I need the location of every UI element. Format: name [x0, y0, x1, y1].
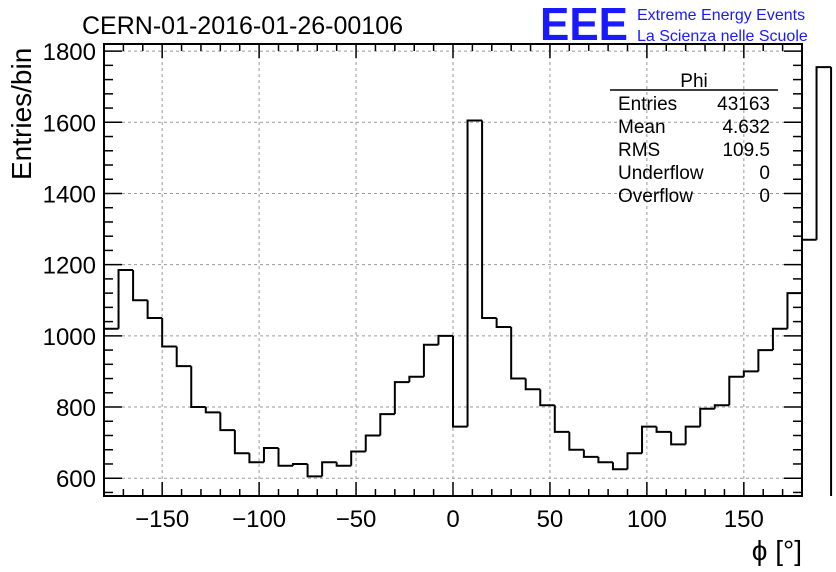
histogram-bin — [611, 462, 628, 471]
stats-rows: Entries 43163 Mean 4.632 RMS 109.5 Underflow 0 O… — [618, 94, 770, 207]
histogram-bin — [786, 292, 802, 329]
y-tick-label: 1000 — [43, 324, 96, 351]
eee-logo: EEE Extreme Energy Events La Scienza nel… — [540, 0, 808, 50]
logo-line-1: Extreme Energy Events — [637, 7, 805, 24]
histogram-bin — [452, 335, 468, 428]
histogram-bin — [292, 462, 308, 466]
histogram-bin — [422, 343, 439, 377]
histogram-bin — [364, 434, 381, 452]
grid-lines — [104, 44, 802, 496]
x-tick-label: −50 — [336, 506, 377, 533]
histogram-bin — [103, 327, 119, 496]
stats-row-label: Overflow — [618, 186, 693, 207]
histogram-bin — [597, 456, 613, 464]
histogram-bin — [524, 378, 541, 391]
histogram-bin — [728, 375, 744, 406]
histogram-bin — [321, 461, 337, 477]
histogram-bin — [132, 270, 148, 302]
histogram-bin — [670, 431, 686, 446]
x-tick-label: 100 — [627, 506, 667, 533]
logo-mark: EEE — [540, 0, 628, 50]
histogram-bin — [655, 426, 672, 433]
histogram-bin — [568, 431, 584, 451]
histogram-bin — [495, 318, 512, 328]
histogram-bin — [161, 318, 177, 348]
histogram-bin — [146, 300, 163, 320]
histogram-bin — [306, 463, 323, 478]
logo-line-2: La Scienza nelle Scuole — [637, 28, 808, 45]
histogram-bin — [801, 238, 817, 294]
histogram-bin — [335, 462, 352, 467]
histogram-bin — [466, 119, 483, 427]
histogram-bin — [393, 381, 410, 415]
histogram-bin — [757, 349, 773, 372]
stats-row-value: 0 — [759, 163, 770, 184]
histogram-bin — [641, 425, 657, 454]
histogram-bin — [175, 346, 192, 368]
histogram-bin — [233, 430, 250, 455]
histogram-bin — [699, 407, 715, 427]
y-tick-label: 1600 — [43, 110, 96, 137]
histogram-bin — [481, 120, 497, 320]
histogram-bin — [350, 450, 366, 466]
histogram-bin — [684, 425, 701, 445]
y-tick-label: 1800 — [43, 39, 96, 66]
histogram-bin — [510, 326, 526, 380]
stats-row-value: 4.632 — [722, 117, 770, 138]
stats-row-value: 0 — [759, 186, 770, 207]
y-tick-label: 600 — [56, 466, 96, 493]
histogram-bin — [262, 446, 279, 463]
stats-box: Phi Entries 43163 Mean 4.632 RMS 109.5 Underfl… — [610, 71, 778, 207]
stats-row-label: RMS — [618, 140, 660, 161]
histogram-bin — [437, 334, 453, 345]
stats-row-value: 109.5 — [722, 140, 770, 161]
chart-title: CERN-01-2016-01-26-00106 — [82, 12, 403, 40]
histogram-bin — [815, 66, 832, 240]
x-tick-label: 0 — [446, 506, 459, 533]
stats-row-label: Mean — [618, 117, 666, 138]
histogram-bin — [190, 366, 206, 409]
x-axis-label: ϕ [°] — [752, 535, 802, 566]
y-tick-label: 800 — [56, 395, 96, 422]
stats-row-label: Underflow — [618, 163, 704, 184]
x-tick-label: 50 — [537, 506, 564, 533]
histogram-bin — [582, 449, 599, 458]
histogram-bin — [117, 269, 134, 329]
x-tick-label: 150 — [724, 506, 764, 533]
y-axis-label: Entries/bin — [6, 48, 37, 180]
histogram-bin — [539, 389, 555, 407]
x-tick-label: −150 — [135, 506, 189, 533]
stats-row-value: 43163 — [717, 94, 770, 115]
stats-row-label: Entries — [618, 94, 677, 115]
histogram-bin — [553, 405, 570, 433]
histogram-bin — [277, 447, 294, 467]
histogram-bin — [248, 453, 264, 464]
histogram-bin — [219, 412, 235, 432]
histogram-bin — [713, 404, 730, 409]
histogram-bin — [742, 370, 759, 377]
y-tick-label: 1200 — [43, 253, 96, 280]
histogram-bin — [771, 327, 788, 351]
histogram-bin — [379, 413, 395, 436]
x-tick-label: −100 — [232, 506, 286, 533]
histogram-bin — [204, 407, 221, 414]
y-tick-label: 1400 — [43, 181, 96, 208]
stats-title: Phi — [680, 71, 707, 92]
axes: −150 −100 −50 0 50 100 150 600 800 1000 1200 1400 16… — [43, 39, 803, 533]
histogram-bin — [408, 375, 424, 383]
histogram-bin — [626, 452, 643, 470]
